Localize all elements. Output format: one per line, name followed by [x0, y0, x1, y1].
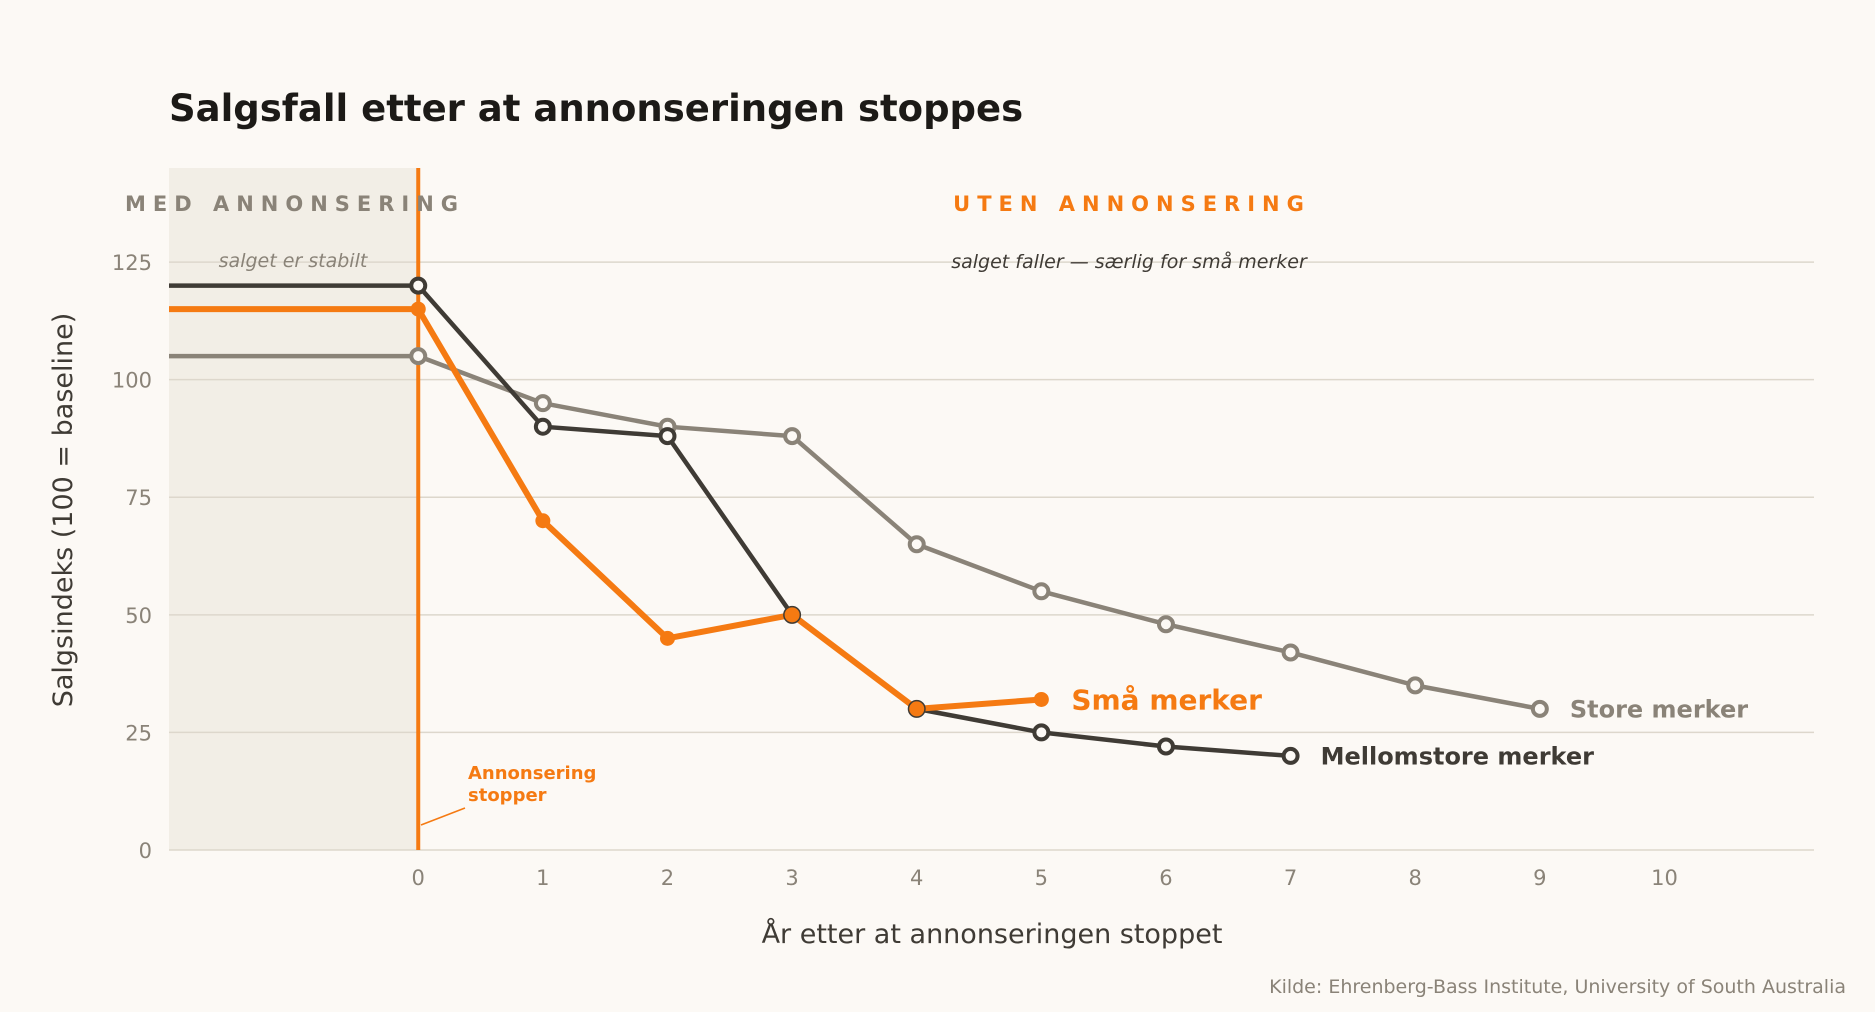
- y-tick-125: 125: [112, 251, 152, 275]
- region-note-with-ads: salget er stabilt: [219, 250, 369, 272]
- pre-advertising-region: [169, 168, 419, 850]
- series-0-label: Store merker: [1570, 695, 1748, 723]
- y-axis-label: Salgsindeks (100 = baseline): [48, 313, 79, 708]
- x-tick-9: 9: [1533, 866, 1546, 890]
- series-0-point-5: [1032, 582, 1051, 601]
- region-label-without-ads: UTEN ANNONSERING: [953, 192, 1311, 216]
- series-2-label: Små merker: [1071, 683, 1262, 716]
- series-1-point-7: [1281, 746, 1300, 765]
- y-tick-100: 100: [112, 369, 152, 393]
- series-2-point-4: [909, 701, 925, 717]
- y-tick-0: 0: [139, 839, 152, 863]
- x-tick-5: 5: [1035, 866, 1048, 890]
- series-0-point-3: [783, 427, 802, 446]
- x-tick-8: 8: [1409, 866, 1422, 890]
- x-tick-4: 4: [910, 866, 923, 890]
- region-note-without-ads: salget faller — særlig for små merker: [951, 250, 1308, 273]
- y-tick-labels: 0 25 50 75 100 125: [112, 251, 152, 863]
- series-1-point-2: [658, 427, 677, 446]
- series-0-point-0: [409, 347, 428, 366]
- series-labels: Store merker Mellomstore merker Små merker: [1071, 683, 1748, 770]
- x-tick-10: 10: [1651, 866, 1678, 890]
- y-tick-75: 75: [125, 486, 152, 510]
- x-tick-2: 2: [661, 866, 674, 890]
- series-2-point-5: [1033, 691, 1049, 707]
- y-tick-25: 25: [125, 721, 152, 745]
- series-2-point-2: [659, 630, 675, 646]
- x-tick-labels: 0 1 2 3 4 5 6 7 8 9 10: [412, 866, 1678, 890]
- series-0-point-4: [907, 535, 926, 554]
- series-0-line: [417, 354, 1541, 712]
- series-1-point-0: [409, 276, 428, 295]
- source-note: Kilde: Ehrenberg-Bass Institute, Univers…: [1269, 976, 1846, 998]
- gridlines: [169, 261, 1814, 734]
- series-1-point-1: [533, 417, 552, 436]
- series-2-line: [415, 307, 1042, 712]
- series-1-label: Mellomstore merker: [1321, 742, 1595, 770]
- series-1-point-6: [1156, 737, 1175, 756]
- series-lines: [169, 283, 1541, 759]
- region-label-with-ads: MED ANNONSERING: [125, 192, 465, 216]
- x-tick-3: 3: [785, 866, 798, 890]
- y-tick-50: 50: [125, 604, 152, 628]
- series-2-point-3: [784, 607, 800, 623]
- x-axis-label: År etter at annonseringen stoppet: [762, 918, 1223, 950]
- x-tick-7: 7: [1284, 866, 1297, 890]
- x-tick-0: 0: [412, 866, 425, 890]
- series-0-point-9: [1530, 699, 1549, 718]
- x-tick-6: 6: [1159, 866, 1172, 890]
- stop-annotation-line1: Annonsering: [468, 763, 596, 784]
- series-1-point-5: [1032, 723, 1051, 742]
- stop-annotation-line2: stopper: [468, 785, 547, 806]
- series-2-point-0: [410, 301, 426, 317]
- chart-title: Salgsfall etter at annonseringen stoppes: [169, 87, 1023, 130]
- stop-annotation-pointer: [420, 807, 466, 826]
- series-0-point-8: [1406, 676, 1425, 695]
- x-tick-1: 1: [536, 866, 549, 890]
- series-2-point-1: [535, 513, 551, 529]
- series-0-point-7: [1281, 643, 1300, 662]
- series-0-point-1: [533, 394, 552, 413]
- series-0-point-6: [1156, 615, 1175, 634]
- series-points: [409, 276, 1549, 765]
